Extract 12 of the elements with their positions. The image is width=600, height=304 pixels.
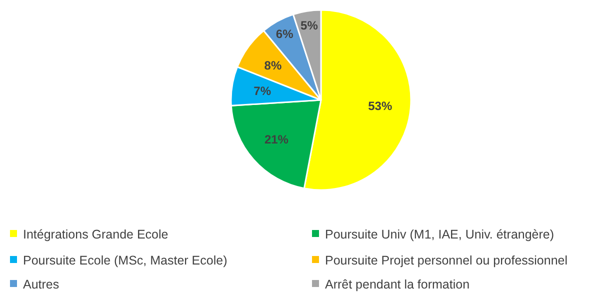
data-label: 21% <box>264 132 289 146</box>
data-label: 53% <box>368 98 392 113</box>
legend-label: Poursuite Ecole (MSc, Master Ecole) <box>23 253 228 268</box>
data-label: 7% <box>254 84 272 98</box>
legend-label: Arrêt pendant la formation <box>325 277 470 292</box>
legend-label: Poursuite Projet personnel ou professionnel <box>325 253 568 268</box>
legend-label: Poursuite Univ (M1, IAE, Univ. étrangère) <box>325 227 554 242</box>
legend-label: Autres <box>23 277 60 292</box>
legend-label: Intégrations Grande Ecole <box>23 227 168 242</box>
data-label: 6% <box>276 26 294 41</box>
data-label: 5% <box>300 18 318 33</box>
data-label: 8% <box>264 58 282 72</box>
